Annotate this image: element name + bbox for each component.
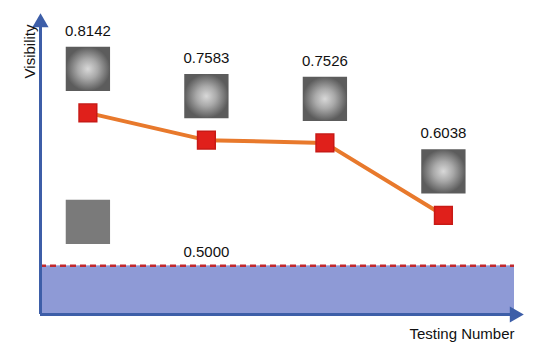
svg-text:0.8142: 0.8142 [65, 22, 111, 39]
svg-text:0.5000: 0.5000 [183, 243, 229, 260]
svg-text:0.7583: 0.7583 [183, 49, 229, 66]
svg-text:0.6038: 0.6038 [420, 124, 466, 141]
svg-text:0.7526: 0.7526 [302, 52, 348, 69]
svg-text:Testing Number: Testing Number [409, 325, 514, 342]
svg-text:Visibility: Visibility [21, 24, 38, 78]
